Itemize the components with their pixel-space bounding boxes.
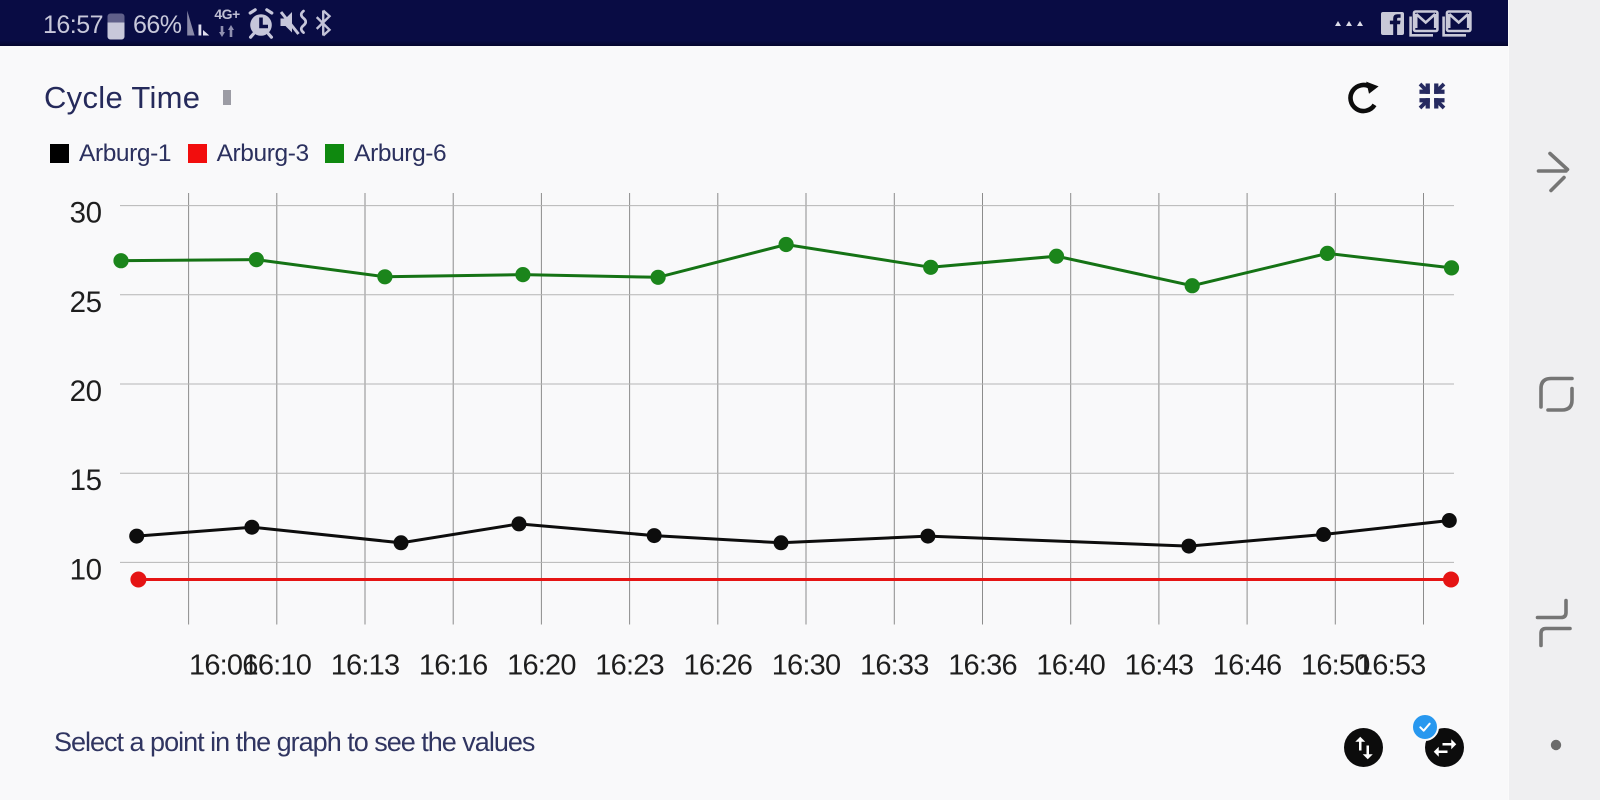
svg-text:16:36: 16:36: [948, 649, 1017, 681]
svg-text:16:10: 16:10: [243, 649, 312, 681]
svg-text:10: 10: [70, 553, 102, 586]
svg-text:16:26: 16:26: [684, 649, 753, 681]
svg-text:20: 20: [70, 375, 102, 408]
svg-text:16:53: 16:53: [1357, 649, 1426, 681]
svg-text:16:16: 16:16: [419, 649, 488, 681]
svg-text:30: 30: [70, 197, 102, 230]
svg-text:16:46: 16:46: [1213, 649, 1282, 681]
svg-text:16:43: 16:43: [1125, 649, 1194, 681]
svg-text:16:40: 16:40: [1036, 649, 1105, 681]
svg-text:15: 15: [70, 464, 102, 497]
svg-text:16:33: 16:33: [860, 649, 929, 681]
svg-text:16:06: 16:06: [189, 649, 258, 681]
svg-text:25: 25: [70, 286, 102, 319]
svg-text:16:13: 16:13: [331, 649, 400, 681]
svg-text:16:23: 16:23: [595, 649, 664, 681]
svg-text:16:20: 16:20: [507, 649, 576, 681]
svg-text:16:30: 16:30: [772, 649, 841, 681]
svg-text:16:50: 16:50: [1301, 649, 1370, 681]
